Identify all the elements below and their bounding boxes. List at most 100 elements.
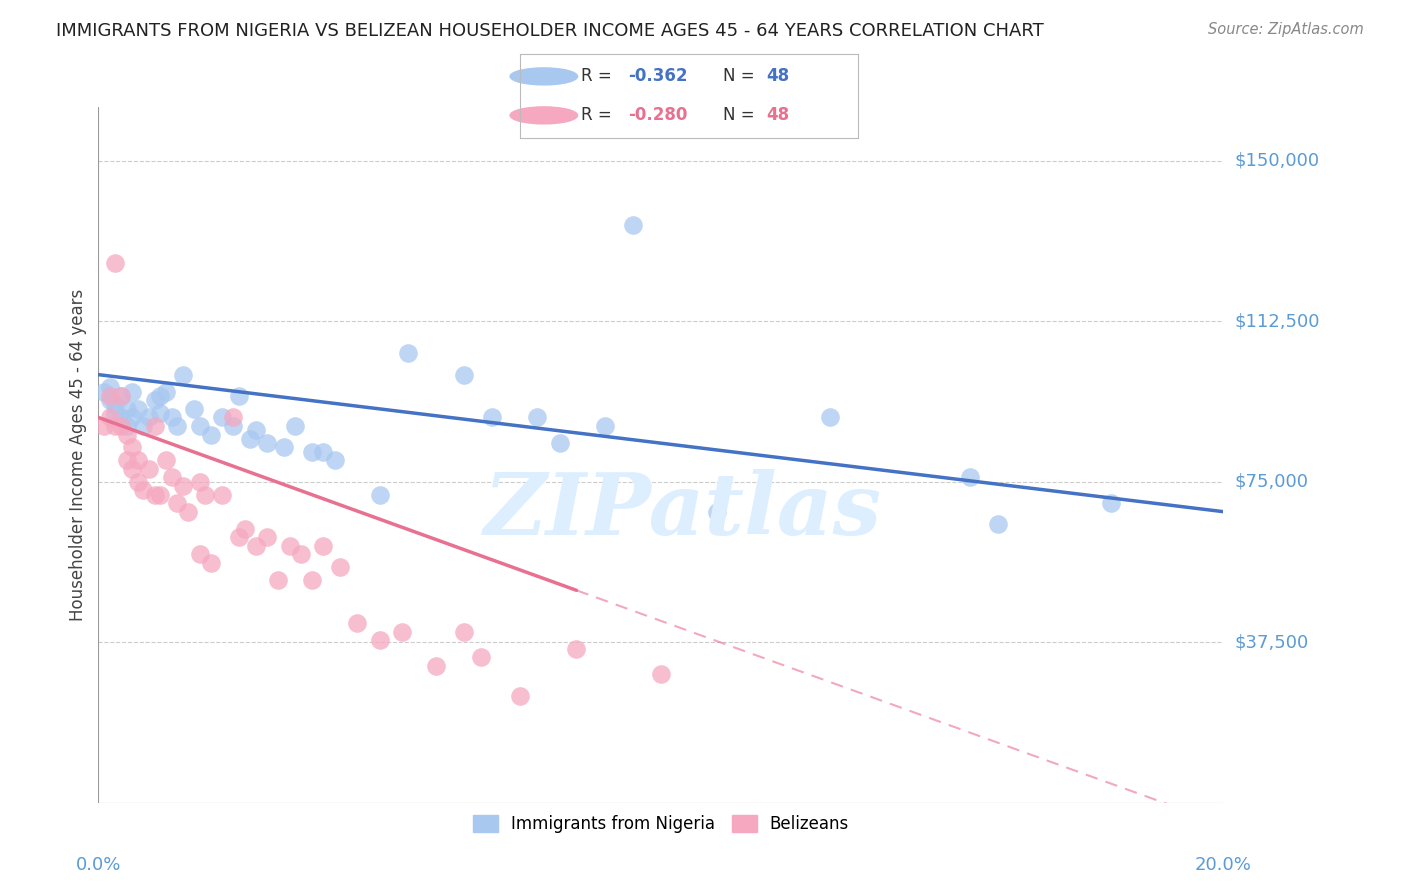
Text: 48: 48 (766, 68, 790, 86)
Point (290, 548, 312, 562)
Point (368, 633, 391, 648)
Text: IMMIGRANTS FROM NIGERIA VS BELIZEAN HOUSEHOLDER INCOME AGES 45 - 64 YEARS CORREL: IMMIGRANTS FROM NIGERIA VS BELIZEAN HOUS… (56, 22, 1045, 40)
Point (200, 556, 222, 570)
Text: ZIPatlas: ZIPatlas (484, 469, 883, 552)
Text: R =: R = (581, 106, 617, 124)
Text: $150,000: $150,000 (1234, 152, 1319, 169)
Point (138, 410, 160, 425)
Point (93, 419, 115, 434)
Point (301, 573, 323, 587)
Point (110, 389, 132, 403)
Point (143, 419, 166, 434)
Point (481, 410, 503, 425)
Point (98, 380, 121, 394)
Point (121, 384, 143, 399)
Point (121, 441, 143, 455)
Point (987, 517, 1010, 532)
Point (256, 530, 278, 544)
Text: -0.362: -0.362 (628, 68, 688, 86)
Point (273, 441, 295, 455)
Point (245, 539, 267, 553)
Point (115, 419, 138, 434)
Point (245, 423, 267, 437)
Point (818, 410, 841, 425)
Point (222, 410, 245, 425)
Point (453, 368, 475, 382)
Point (548, 436, 571, 450)
Point (284, 419, 307, 434)
Point (172, 479, 194, 493)
Point (155, 384, 177, 399)
Point (1099, 496, 1122, 510)
Point (222, 419, 245, 434)
Point (278, 539, 301, 553)
Point (470, 650, 492, 665)
Text: 20.0%: 20.0% (1195, 855, 1251, 873)
Text: R =: R = (581, 68, 617, 86)
Point (177, 505, 200, 519)
Point (149, 389, 172, 403)
Point (98, 410, 121, 425)
Text: 0.0%: 0.0% (76, 855, 121, 873)
Point (706, 505, 728, 519)
Circle shape (510, 107, 578, 124)
Text: -0.280: -0.280 (628, 106, 688, 124)
Point (110, 419, 132, 434)
Point (160, 470, 183, 484)
Point (149, 487, 172, 501)
Point (127, 401, 149, 416)
Point (121, 410, 143, 425)
Point (565, 641, 588, 656)
Point (143, 487, 166, 501)
Point (98, 393, 121, 408)
Point (211, 487, 233, 501)
Point (188, 475, 211, 489)
Point (346, 615, 368, 630)
Point (396, 346, 419, 360)
Point (166, 496, 188, 510)
Text: $112,500: $112,500 (1234, 312, 1320, 330)
Point (132, 419, 155, 434)
Point (138, 462, 160, 476)
Point (312, 539, 335, 553)
Point (391, 624, 413, 639)
Point (194, 487, 217, 501)
Point (104, 419, 127, 434)
Point (425, 658, 447, 673)
Point (323, 453, 346, 467)
Point (155, 453, 177, 467)
Point (104, 406, 127, 420)
Point (110, 389, 132, 403)
Point (256, 436, 278, 450)
Point (166, 419, 188, 434)
Point (104, 398, 127, 412)
Text: 48: 48 (766, 106, 790, 124)
Point (228, 389, 250, 403)
Point (188, 419, 211, 434)
Point (149, 406, 172, 420)
Point (132, 483, 155, 498)
Point (115, 453, 138, 467)
Point (110, 410, 132, 425)
Text: Source: ZipAtlas.com: Source: ZipAtlas.com (1208, 22, 1364, 37)
Point (183, 401, 205, 416)
Point (93, 384, 115, 399)
Text: $75,000: $75,000 (1234, 473, 1309, 491)
Point (172, 368, 194, 382)
Point (301, 444, 323, 458)
Point (200, 427, 222, 442)
Text: $37,500: $37,500 (1234, 633, 1309, 651)
Point (239, 432, 262, 446)
Point (621, 218, 644, 232)
Point (127, 475, 149, 489)
Point (188, 548, 211, 562)
Point (959, 470, 981, 484)
Point (267, 573, 290, 587)
Point (211, 410, 233, 425)
Point (121, 462, 143, 476)
Point (233, 522, 256, 536)
Point (115, 401, 138, 416)
Point (115, 427, 138, 442)
Point (453, 624, 475, 639)
Point (160, 410, 183, 425)
